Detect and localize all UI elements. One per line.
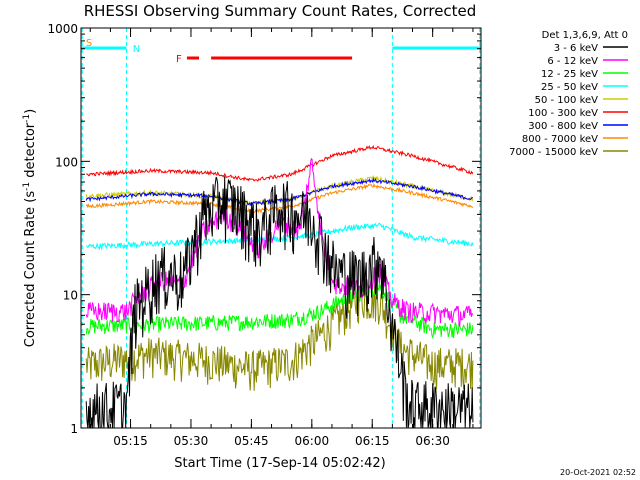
series-line: [85, 284, 474, 391]
y-tick-label: 1000: [47, 22, 78, 36]
flag-label: F: [176, 54, 182, 65]
y-tick-label: 10: [63, 289, 78, 303]
legend-entry-label: 6 - 12 keV: [547, 56, 598, 67]
x-tick-label: 06:00: [295, 434, 330, 448]
flag-label: N: [133, 44, 140, 55]
plot-frame: [80, 27, 482, 429]
x-axis-label: Start Time (17-Sep-14 05:02:42): [174, 456, 385, 471]
flag-bars: S N F: [81, 38, 481, 65]
legend-entry-label: 50 - 100 keV: [535, 95, 599, 106]
legend-entry-label: 12 - 25 keV: [541, 69, 598, 80]
x-tick-label: 05:15: [113, 434, 148, 448]
series-line: [85, 157, 474, 328]
chart-title: RHESSI Observing Summary Count Rates, Co…: [84, 2, 477, 20]
generation-timestamp: 20-Oct-2021 02:52: [560, 468, 636, 477]
y-axis-label-part: Corrected Count Rate (s: [23, 191, 38, 348]
series-line: [85, 176, 474, 429]
legend-entry-label: 25 - 50 keV: [541, 82, 598, 93]
x-tick-label: 06:15: [355, 434, 390, 448]
series-line: [86, 222, 474, 251]
series-line: [85, 182, 474, 215]
x-axis: 05:15 05:30 05:45 06:00 06:15 06:30: [89, 28, 474, 448]
legend-entry-label: 800 - 7000 keV: [522, 134, 598, 145]
legend: Det 1,3,6,9, Att 0 3 - 6 keV 6 - 12 keV 12 …: [509, 30, 628, 158]
y-axis-label-part: detector: [23, 122, 38, 182]
y-axis-label-sup: -1: [22, 114, 32, 123]
legend-entry-label: 100 - 300 keV: [528, 108, 598, 119]
y-axis-label-part: ): [23, 109, 38, 114]
legend-entry-label: 300 - 800 keV: [528, 121, 598, 132]
legend-entry-label: 7000 - 15000 keV: [509, 147, 598, 158]
legend-entry-label: 3 - 6 keV: [554, 43, 598, 54]
flag-label: S: [86, 38, 92, 49]
y-tick-label: 100: [55, 155, 78, 169]
y-axis: 1 10 100 1000: [47, 22, 481, 436]
x-tick-label: 05:45: [234, 434, 269, 448]
x-tick-label: 06:30: [415, 434, 450, 448]
legend-header: Det 1,3,6,9, Att 0: [542, 30, 628, 41]
series-line: [86, 144, 474, 182]
data-series: [85, 144, 474, 429]
y-tick-label: 1: [70, 422, 78, 436]
x-tick-label: 05:30: [174, 434, 209, 448]
series-line: [85, 176, 474, 207]
y-axis-label-sup: -1: [22, 182, 32, 191]
y-axis-label: Corrected Count Rate (s-1 detector-1): [22, 109, 38, 347]
